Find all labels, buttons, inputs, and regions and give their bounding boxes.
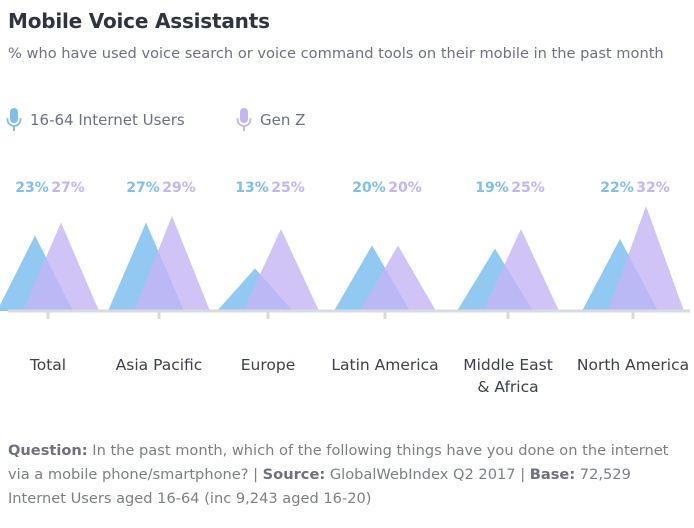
question-label: Question: bbox=[8, 442, 88, 459]
area-peak-gen-z bbox=[243, 229, 319, 311]
question-text: In the past month, which of the followin… bbox=[8, 442, 669, 483]
x-tick-label: Middle East bbox=[463, 356, 553, 374]
data-label: 25% bbox=[511, 180, 545, 196]
data-label: 13% bbox=[235, 180, 269, 196]
legend-label: 16-64 Internet Users bbox=[30, 111, 185, 129]
microphone-icon bbox=[6, 108, 22, 131]
x-tick-label: Latin America bbox=[331, 356, 438, 374]
footnote: Question: In the past month, which of th… bbox=[8, 439, 688, 511]
data-label: 27% bbox=[126, 180, 160, 196]
source-label: Source: bbox=[262, 466, 326, 483]
x-tick-label: Europe bbox=[241, 356, 296, 374]
data-label: 19% bbox=[475, 180, 509, 196]
x-tick-label: Asia Pacific bbox=[116, 356, 203, 374]
area-peak-gen-z bbox=[483, 229, 559, 311]
chart-subtitle: % who have used voice search or voice co… bbox=[8, 45, 664, 62]
data-label: 20% bbox=[352, 180, 386, 196]
data-label: 32% bbox=[636, 180, 670, 196]
source-text: GlobalWebIndex Q2 2017 | bbox=[325, 466, 530, 483]
legend-item-gen-z: Gen Z bbox=[236, 108, 305, 132]
data-label: 29% bbox=[162, 180, 196, 196]
chart-title: Mobile Voice Assistants bbox=[8, 9, 270, 33]
legend-label: Gen Z bbox=[260, 111, 306, 129]
data-label: 27% bbox=[51, 180, 85, 196]
data-label: 25% bbox=[271, 180, 305, 196]
data-label: 20% bbox=[388, 180, 422, 196]
base-text: 72,529 Internet Users aged 16-64 (inc 9,… bbox=[8, 466, 631, 507]
area-peak-gen-z bbox=[360, 245, 436, 311]
base-label: Base: bbox=[529, 466, 576, 483]
area-peak-gen-z bbox=[134, 215, 210, 311]
data-label: 23% bbox=[15, 180, 49, 196]
data-label: 22% bbox=[600, 180, 634, 196]
area-peak-gen-z bbox=[608, 206, 684, 311]
microphone-icon bbox=[236, 108, 252, 131]
legend-item-16-64: 16-64 Internet Users bbox=[6, 108, 185, 132]
area-peak-gen-z bbox=[23, 222, 99, 311]
x-tick-label: Total bbox=[29, 356, 66, 374]
x-tick-label: North America bbox=[577, 356, 689, 374]
x-tick-label: & Africa bbox=[477, 378, 538, 396]
